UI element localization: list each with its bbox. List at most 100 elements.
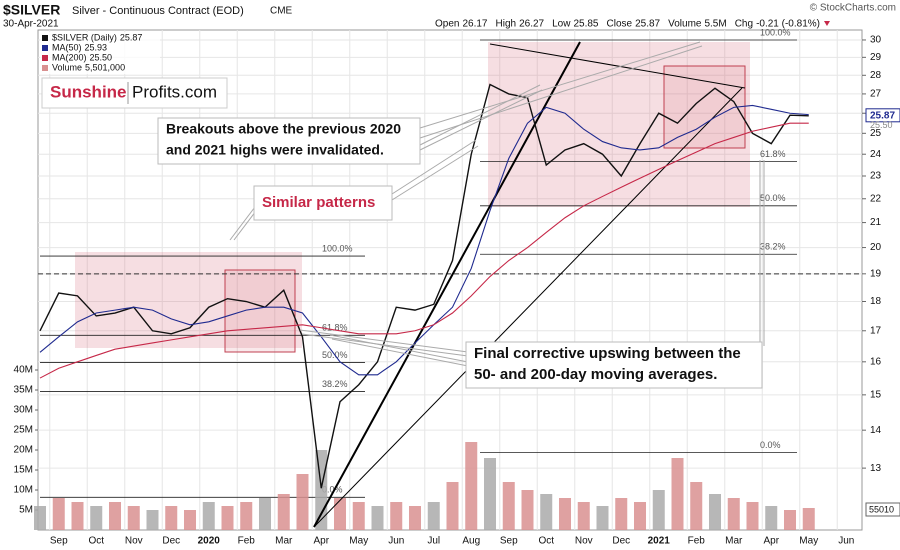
highlight-zone xyxy=(663,65,746,149)
callout-pointer xyxy=(299,329,469,353)
y-tick-label: 25 xyxy=(870,128,882,139)
volume-bar xyxy=(709,494,721,530)
volume-bar xyxy=(165,506,178,530)
fib-label: 100.0% xyxy=(322,243,353,253)
callout-pointer xyxy=(419,84,541,146)
price-line xyxy=(39,83,809,489)
price-badge xyxy=(865,108,900,123)
y-tick-label: 28 xyxy=(870,70,882,81)
fib-label: 38.2% xyxy=(760,242,786,252)
symbol: $SILVER xyxy=(3,2,60,18)
volume-bar xyxy=(146,510,159,530)
legend-swatch xyxy=(42,55,48,61)
quote-value: 25.87 xyxy=(635,19,660,30)
quote-label: High xyxy=(496,19,517,30)
logo-part2: Profits.com xyxy=(132,82,217,101)
x-tick-label: Nov xyxy=(125,536,143,547)
quote-value: 26.17 xyxy=(462,19,487,30)
volume-bar xyxy=(390,502,403,530)
quote-value: -0.21 (-0.81%) xyxy=(756,19,820,30)
volume-bar xyxy=(427,502,440,530)
y-tick-label: 14 xyxy=(870,425,882,436)
x-tick-label: Feb xyxy=(238,536,256,547)
y2-tick-label: 5M xyxy=(19,505,33,516)
callout-pointer xyxy=(331,338,469,367)
quote-label: Chg xyxy=(735,19,753,30)
volume-bar xyxy=(202,502,215,530)
price-line xyxy=(39,122,809,379)
price-badge-text: 25.87 xyxy=(870,110,895,121)
y2-tick-label: 40M xyxy=(14,365,33,376)
volume-bar xyxy=(727,498,740,530)
legend-value: 25.87 xyxy=(120,32,143,42)
y2-tick-label: 10M xyxy=(14,485,33,496)
callout-pointer xyxy=(419,41,701,129)
y-tick-label: 29 xyxy=(870,52,882,63)
x-tick-label: 2021 xyxy=(648,536,671,547)
legend-label: $SILVER (Daily) xyxy=(52,32,117,42)
volume-bar xyxy=(540,494,553,530)
logo-part1: Sunshine xyxy=(50,82,127,101)
legend-label: MA(200) xyxy=(52,52,87,62)
annotation-box xyxy=(253,185,393,221)
volume-bar xyxy=(334,498,346,530)
ma-badge-text: 25.50 xyxy=(870,120,893,130)
volume-bar xyxy=(277,494,290,530)
volume-bar xyxy=(465,442,478,530)
legend-value: 25.93 xyxy=(85,42,108,52)
x-tick-label: Sep xyxy=(500,536,518,547)
volume-bar xyxy=(746,502,759,530)
y-tick-label: 22 xyxy=(870,193,882,204)
volume-bar xyxy=(90,506,103,530)
y-tick-label: 16 xyxy=(870,356,882,367)
exchange: CME xyxy=(270,6,293,17)
callout-pointer xyxy=(391,139,477,195)
y-tick-label: 15 xyxy=(870,389,882,400)
y-tick-label: 18 xyxy=(870,296,882,307)
quote-label: Low xyxy=(552,19,571,30)
volume-bar xyxy=(765,506,778,530)
quote-value: 26.27 xyxy=(519,19,544,30)
volume-bar xyxy=(671,458,684,530)
x-tick-label: Jul xyxy=(427,536,440,547)
legend-value: 25.50 xyxy=(90,52,113,62)
callout-pointer xyxy=(301,333,469,357)
fib-label: 50.0% xyxy=(760,193,786,203)
annotation-box xyxy=(465,341,763,389)
callout-pointer xyxy=(229,202,259,241)
y-tick-label: 13 xyxy=(870,463,882,474)
trend-line xyxy=(313,41,581,528)
legend-label: MA(50) xyxy=(52,42,82,52)
y-tick-label: 23 xyxy=(870,171,882,182)
volume-bar xyxy=(521,490,534,530)
y2-tick-label: 20M xyxy=(14,445,33,456)
volume-badge-text: 55010 xyxy=(869,504,894,514)
x-tick-label: Apr xyxy=(313,536,329,547)
x-tick-label: Jun xyxy=(388,536,404,547)
x-tick-label: Feb xyxy=(688,536,706,547)
volume-bar xyxy=(446,482,459,530)
x-tick-label: May xyxy=(799,536,818,547)
down-arrow xyxy=(823,21,830,26)
x-tick-label: Dec xyxy=(162,536,180,547)
x-tick-label: Nov xyxy=(575,536,593,547)
highlight-zone xyxy=(75,252,302,348)
callout-pointer xyxy=(419,89,543,151)
x-tick-label: Sep xyxy=(50,536,68,547)
volume-bar xyxy=(559,498,571,530)
quote-label: Volume xyxy=(668,19,702,30)
volume-bar xyxy=(577,502,590,530)
volume-bar xyxy=(184,510,196,530)
x-tick-label: Dec xyxy=(612,536,630,547)
volume-bar xyxy=(352,502,365,530)
y-tick-label: 19 xyxy=(870,268,882,279)
trend-line xyxy=(313,87,743,528)
highlight-zone xyxy=(224,269,296,353)
logo-box xyxy=(41,77,228,109)
annotation-text: Breakouts above the previous 2020 xyxy=(166,121,401,137)
volume-bar xyxy=(127,506,140,530)
callout-pointer xyxy=(419,45,703,139)
volume-bar xyxy=(71,502,84,530)
volume-bar xyxy=(259,498,271,530)
x-tick-label: Jun xyxy=(838,536,854,547)
